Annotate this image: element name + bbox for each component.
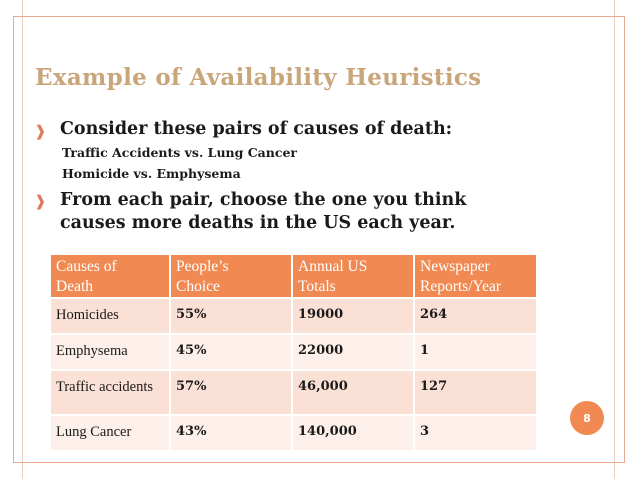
table-cell: 127 bbox=[414, 370, 538, 416]
decorative-line bbox=[22, 0, 23, 479]
header-line: Reports/Year bbox=[420, 278, 502, 295]
bullet-text: From each pair, choose the one you think… bbox=[60, 189, 466, 235]
header-line: Annual US bbox=[298, 258, 368, 275]
table-cell: 43% bbox=[170, 415, 293, 452]
slide-border-top bbox=[13, 16, 625, 17]
table-cell: 22000 bbox=[292, 334, 415, 371]
sub-bullet-text: Homicide vs. Emphysema bbox=[62, 166, 241, 181]
decorative-line bbox=[614, 0, 615, 479]
bullet-text: Consider these pairs of causes of death: bbox=[60, 119, 453, 139]
table-row: Emphysema 45% 22000 1 bbox=[51, 334, 538, 371]
arrow-bullet-icon: ❱ bbox=[34, 192, 47, 210]
table-cell: 3 bbox=[414, 415, 538, 452]
table-cell: Lung Cancer bbox=[51, 415, 171, 452]
header-line: Causes of bbox=[56, 258, 117, 275]
table-cell: Homicides bbox=[51, 298, 171, 335]
table-cell: 46,000 bbox=[292, 370, 415, 416]
page-number-badge: 8 bbox=[570, 401, 604, 435]
table-cell: 1 bbox=[414, 334, 538, 371]
table-cell: 57% bbox=[170, 370, 293, 416]
arrow-bullet-icon: ❱ bbox=[34, 122, 47, 140]
table-cell: Traffic accidents bbox=[51, 370, 171, 416]
slide-border-bottom bbox=[13, 462, 625, 463]
header-line: Death bbox=[56, 278, 94, 295]
statistics-table: Causes of Death People’s Choice Annual US T… bbox=[51, 255, 538, 452]
slide-border-right bbox=[624, 16, 625, 463]
table-row: Lung Cancer 43% 140,000 3 bbox=[51, 415, 538, 452]
bullet-text-line: causes more deaths in the US each year. bbox=[60, 213, 456, 233]
table-header-cell: Causes of Death bbox=[51, 255, 171, 299]
table-cell: 140,000 bbox=[292, 415, 415, 452]
slide-title: Example of Availability Heuristics bbox=[35, 64, 482, 91]
header-line: Totals bbox=[298, 278, 336, 295]
table-cell: 45% bbox=[170, 334, 293, 371]
table-header-row: Causes of Death People’s Choice Annual US T… bbox=[51, 255, 538, 299]
table-cell: 264 bbox=[414, 298, 538, 335]
header-line: People’s bbox=[176, 258, 229, 275]
table-cell: 55% bbox=[170, 298, 293, 335]
bullet-text-line: From each pair, choose the one you think bbox=[60, 190, 467, 210]
table-row: Traffic accidents 57% 46,000 127 bbox=[51, 370, 538, 416]
table-cell: 19000 bbox=[292, 298, 415, 335]
table-cell: Emphysema bbox=[51, 334, 171, 371]
header-line: Newspaper bbox=[420, 258, 490, 275]
table-header-cell: Annual US Totals bbox=[292, 255, 415, 299]
header-line: Choice bbox=[176, 278, 220, 295]
sub-bullet-text: Traffic Accidents vs. Lung Cancer bbox=[62, 145, 298, 160]
table-header-cell: People’s Choice bbox=[170, 255, 293, 299]
slide-border-left bbox=[13, 16, 14, 463]
table-row: Homicides 55% 19000 264 bbox=[51, 298, 538, 335]
table-header-cell: Newspaper Reports/Year bbox=[414, 255, 538, 299]
